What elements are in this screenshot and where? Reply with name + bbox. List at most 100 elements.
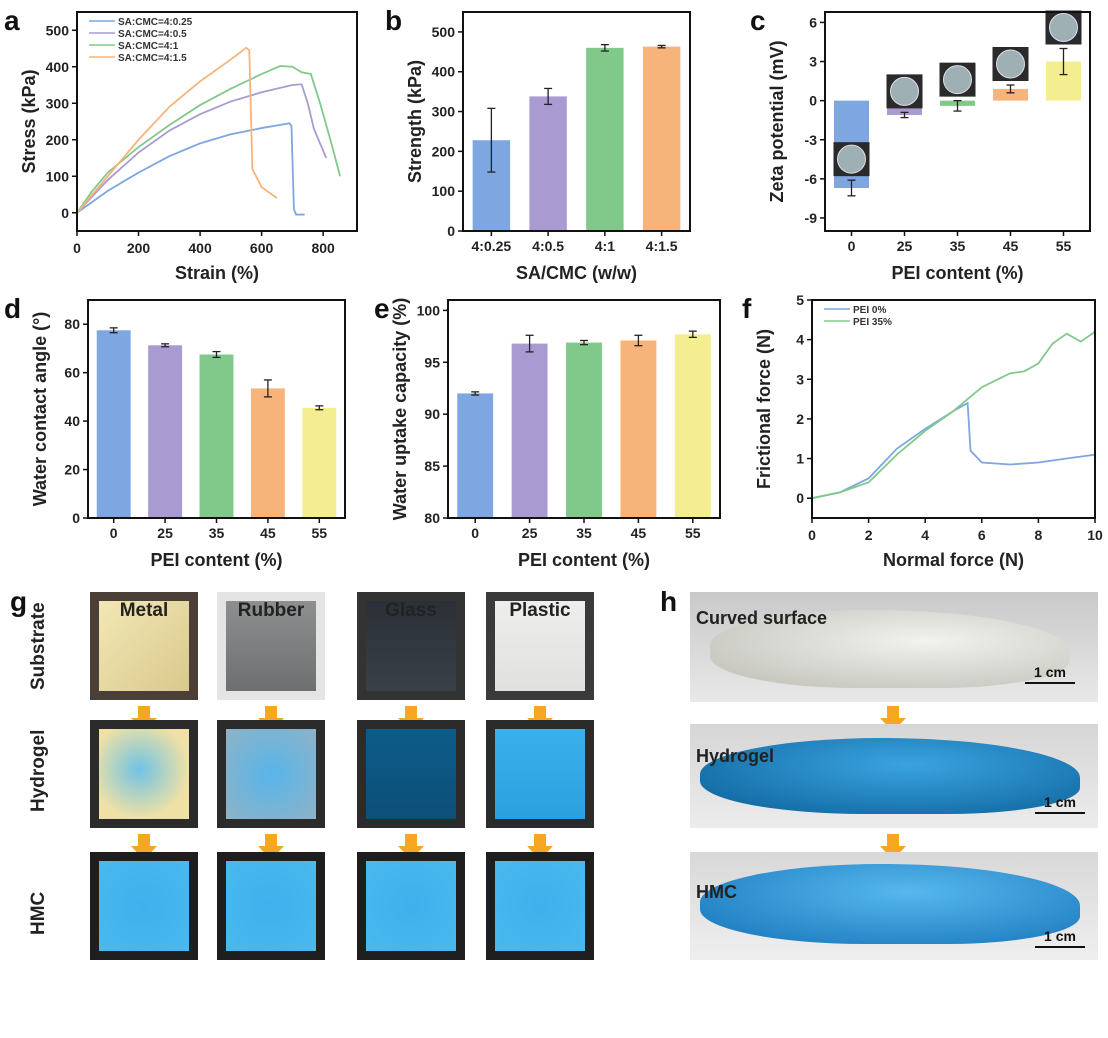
y-tick-label: 0 (61, 205, 69, 221)
y-tick-label: 300 (46, 95, 70, 111)
chart-e: e 80 85 90 95 100 PEI content (%) Water uptake … (374, 293, 721, 570)
material-label: Rubber (237, 600, 305, 621)
y-tick-label: 40 (64, 413, 80, 429)
bar-0 (457, 393, 494, 518)
x-tick-label: 0 (110, 525, 118, 541)
sample (366, 861, 456, 951)
hmc-photo-plastic (486, 852, 594, 960)
sample (495, 601, 585, 691)
hydrogel-photo-glass (357, 720, 465, 828)
y-tick-label: 100 (432, 183, 456, 199)
x-tick-label: 4:1.5 (646, 238, 678, 254)
x-tick-label: 2 (865, 527, 873, 543)
sample (495, 861, 585, 951)
bar-35 (566, 342, 602, 518)
y-axis-label: Stress (kPa) (19, 69, 39, 173)
x-tick-label: 35 (576, 525, 592, 541)
y-tick-label: 1 (796, 451, 804, 467)
legend-label: SA:CMC=4:1 (118, 41, 179, 52)
bar-0 (96, 330, 131, 518)
y-axis-label: Zeta potential (mV) (767, 40, 787, 202)
x-tick-label: 55 (312, 525, 328, 541)
y-tick-label: 500 (46, 22, 70, 38)
scale-bar: 1 cm (1035, 794, 1085, 814)
bar-55 (302, 407, 337, 518)
x-axis-label: PEI content (%) (891, 263, 1023, 283)
substrate-photo-plastic: Plastic (486, 592, 594, 700)
x-tick-label: 200 (127, 240, 151, 256)
label-curved-surface: Curved surface (696, 608, 828, 628)
panel-letter-g: g (10, 586, 28, 617)
x-tick-label: 0 (73, 240, 81, 256)
bar-45 (620, 340, 657, 518)
x-tick-label: 6 (978, 527, 986, 543)
x-tick-label: 35 (209, 525, 225, 541)
y-tick-label: 2 (796, 411, 804, 427)
chart-b: b 0 100 200 300 400 500 SA/CMC (w/w) Strength (k… (385, 5, 691, 283)
panel-letter-f: f (742, 293, 752, 324)
x-tick-label: 25 (897, 238, 913, 254)
y-tick-label: 3 (796, 371, 804, 387)
droplet (890, 76, 919, 106)
x-tick-label: 45 (260, 525, 276, 541)
panel-letter-c: c (750, 5, 766, 36)
y-axis-label: Water uptake capacity (%) (390, 298, 410, 520)
row-label-hydrogel: Hydrogel (28, 729, 49, 812)
y-tick-label: 80 (64, 316, 80, 332)
series-line-0 (76, 122, 305, 216)
sample (99, 861, 189, 951)
plot-frame (462, 11, 691, 232)
y-tick-label: 3 (809, 54, 817, 70)
series-line-0 (811, 401, 1096, 500)
hydrogel-photo-plastic (486, 720, 594, 828)
y-axis-label: Frictional force (N) (754, 329, 774, 489)
x-tick-label: 4:1 (595, 238, 615, 254)
sample (226, 861, 316, 951)
sample (99, 729, 189, 819)
legend-label: PEI 35% (853, 317, 892, 328)
y-tick-label: 0 (72, 510, 80, 526)
photo-hmc-curved: HMC 1 cm (690, 852, 1098, 960)
bar-4:1.5 (642, 46, 681, 232)
x-tick-label: 8 (1035, 527, 1043, 543)
series-line-2 (76, 65, 341, 214)
bar-35 (199, 354, 234, 518)
x-tick-label: 35 (950, 238, 966, 254)
y-tick-label: 0 (809, 93, 817, 109)
material-label: Metal (119, 600, 169, 621)
series-line-1 (811, 330, 1096, 500)
x-tick-label: 4 (921, 527, 929, 543)
legend-label: SA:CMC=4:1.5 (118, 53, 187, 64)
substrate-photo-rubber: Rubber (217, 592, 325, 700)
chart-f: f 0 1 2 3 4 5 Normal force (N) Frictional force … (742, 292, 1103, 570)
y-tick-label: 200 (432, 143, 456, 159)
panel-letter-h: h (660, 586, 678, 617)
hydrogel-photo-rubber (217, 720, 325, 828)
x-tick-label: 0 (848, 238, 856, 254)
x-tick-label: 600 (250, 240, 274, 256)
hmc-photo-glass (357, 852, 465, 960)
y-tick-label: -9 (805, 210, 818, 226)
y-axis-label: Water contact angle (°) (30, 312, 50, 507)
photo-hydrogel-curved: Hydrogel 1 cm (690, 724, 1098, 828)
chart-d: d 0 20 40 60 80 PEI content (%) Water contact a… (4, 293, 346, 570)
bar-4:1 (586, 47, 624, 231)
y-tick-label: 200 (46, 132, 70, 148)
sample (226, 601, 316, 691)
droplet (943, 65, 972, 95)
plot-frame (76, 11, 358, 232)
y-tick-label: 5 (796, 292, 804, 308)
series-line-3 (76, 46, 278, 214)
droplet (1049, 13, 1078, 42)
plot-frame (447, 299, 721, 519)
y-tick-label: 95 (424, 354, 440, 370)
droplet (837, 144, 866, 174)
hmc-photo-rubber (217, 852, 325, 960)
x-tick-label: 400 (188, 240, 212, 256)
panel-letter-d: d (4, 293, 21, 324)
bar-45 (993, 88, 1028, 101)
bar-25 (511, 343, 548, 518)
bar-25 (148, 345, 183, 518)
x-tick-label: 0 (808, 527, 816, 543)
